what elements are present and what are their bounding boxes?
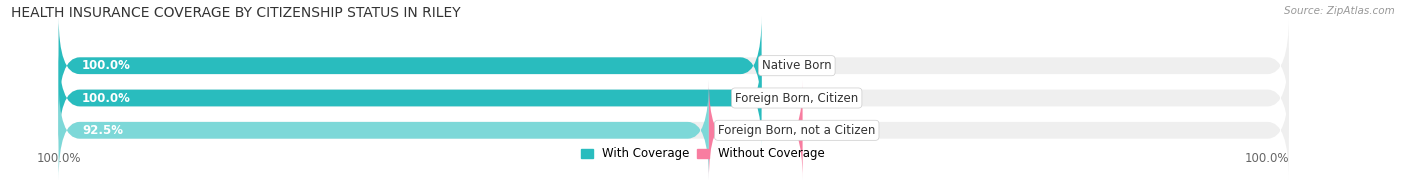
Text: 92.5%: 92.5% bbox=[82, 124, 122, 137]
Legend: With Coverage, Without Coverage: With Coverage, Without Coverage bbox=[581, 147, 825, 160]
Text: Foreign Born, not a Citizen: Foreign Born, not a Citizen bbox=[718, 124, 876, 137]
Text: 7.5%: 7.5% bbox=[827, 124, 859, 137]
Text: 100.0%: 100.0% bbox=[82, 59, 131, 72]
Text: Native Born: Native Born bbox=[762, 59, 831, 72]
Text: Source: ZipAtlas.com: Source: ZipAtlas.com bbox=[1284, 6, 1395, 16]
FancyBboxPatch shape bbox=[59, 48, 762, 148]
FancyBboxPatch shape bbox=[59, 16, 1289, 115]
FancyBboxPatch shape bbox=[59, 81, 709, 180]
Text: 0.0%: 0.0% bbox=[790, 59, 824, 72]
FancyBboxPatch shape bbox=[709, 81, 803, 180]
Text: 100.0%: 100.0% bbox=[37, 152, 80, 165]
FancyBboxPatch shape bbox=[59, 16, 762, 115]
Text: HEALTH INSURANCE COVERAGE BY CITIZENSHIP STATUS IN RILEY: HEALTH INSURANCE COVERAGE BY CITIZENSHIP… bbox=[11, 6, 461, 20]
Text: Foreign Born, Citizen: Foreign Born, Citizen bbox=[735, 92, 858, 104]
FancyBboxPatch shape bbox=[59, 81, 1289, 180]
FancyBboxPatch shape bbox=[59, 48, 1289, 148]
Text: 100.0%: 100.0% bbox=[82, 92, 131, 104]
Text: 100.0%: 100.0% bbox=[1244, 152, 1289, 165]
Text: 0.0%: 0.0% bbox=[790, 92, 824, 104]
